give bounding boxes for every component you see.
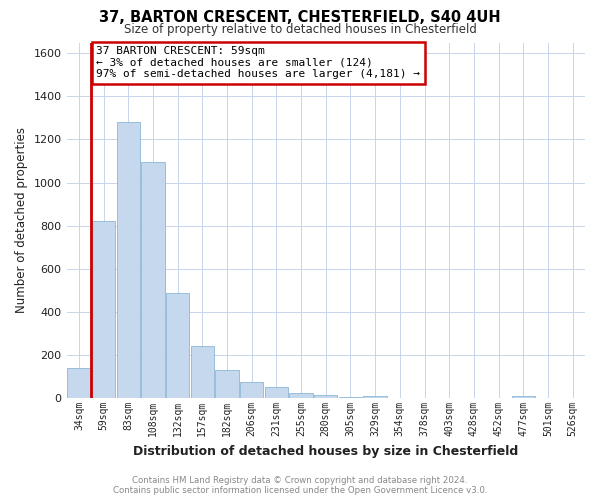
Bar <box>512 396 535 398</box>
Bar <box>166 292 190 398</box>
Bar <box>289 393 313 398</box>
Text: 37, BARTON CRESCENT, CHESTERFIELD, S40 4UH: 37, BARTON CRESCENT, CHESTERFIELD, S40 4… <box>99 10 501 25</box>
Bar <box>116 122 140 398</box>
Bar <box>92 222 115 398</box>
Text: Contains HM Land Registry data © Crown copyright and database right 2024.
Contai: Contains HM Land Registry data © Crown c… <box>113 476 487 495</box>
Bar <box>191 346 214 398</box>
Text: 37 BARTON CRESCENT: 59sqm
← 3% of detached houses are smaller (124)
97% of semi-: 37 BARTON CRESCENT: 59sqm ← 3% of detach… <box>97 46 421 80</box>
X-axis label: Distribution of detached houses by size in Chesterfield: Distribution of detached houses by size … <box>133 444 518 458</box>
Bar <box>215 370 239 398</box>
Bar <box>67 368 91 398</box>
Text: Size of property relative to detached houses in Chesterfield: Size of property relative to detached ho… <box>124 22 476 36</box>
Bar <box>265 388 288 398</box>
Bar <box>141 162 164 398</box>
Bar <box>240 382 263 398</box>
Y-axis label: Number of detached properties: Number of detached properties <box>15 128 28 314</box>
Bar <box>314 395 337 398</box>
Bar <box>364 396 387 398</box>
Bar <box>339 397 362 398</box>
